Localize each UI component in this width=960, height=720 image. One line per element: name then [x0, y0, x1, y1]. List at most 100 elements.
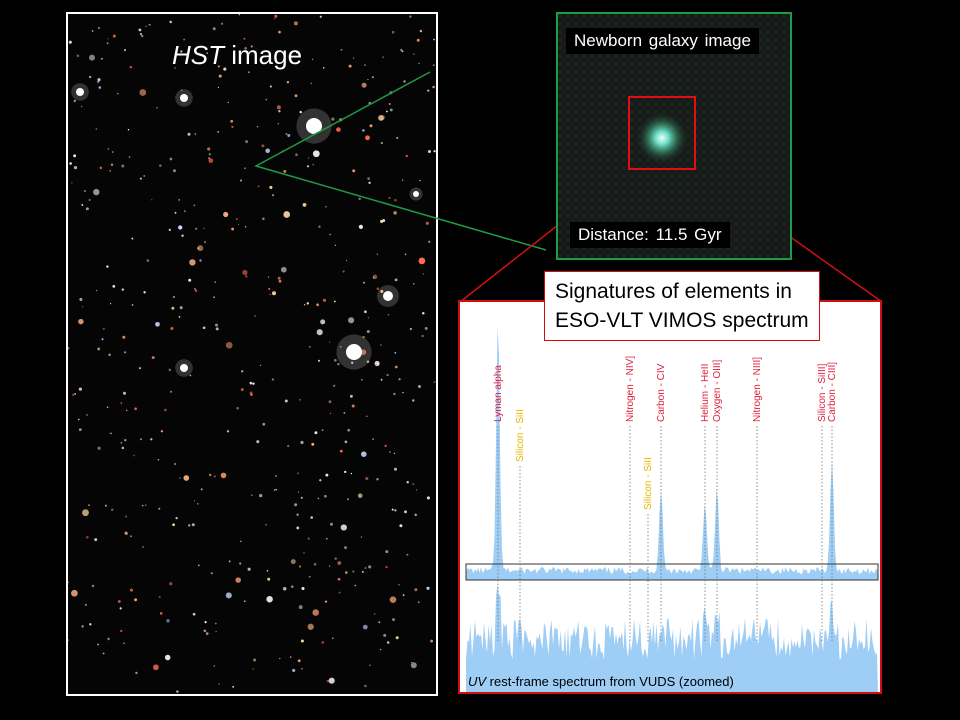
star: [406, 481, 409, 484]
star: [135, 671, 138, 675]
star: [362, 129, 365, 132]
star: [302, 203, 307, 207]
bright-star: [76, 88, 84, 96]
star: [237, 223, 240, 226]
star: [89, 623, 92, 626]
star: [364, 64, 366, 66]
star: [380, 219, 384, 223]
star: [372, 438, 374, 441]
star: [88, 198, 91, 202]
star: [256, 440, 260, 444]
emission-line-label: Silicon - SiII: [643, 457, 654, 510]
star: [391, 618, 396, 622]
star: [354, 584, 357, 587]
star: [418, 62, 420, 65]
star: [107, 38, 109, 40]
star: [300, 440, 304, 445]
star: [189, 374, 192, 377]
star: [301, 668, 303, 670]
star: [188, 524, 191, 527]
star: [203, 629, 207, 633]
star: [410, 662, 417, 669]
star: [307, 623, 314, 630]
star: [350, 472, 353, 475]
star: [361, 570, 364, 573]
star: [208, 153, 211, 156]
star: [83, 189, 86, 193]
star: [379, 648, 382, 651]
star: [369, 124, 373, 128]
star: [319, 15, 322, 18]
spectrum-title-line1: Signatures of elements in: [555, 280, 792, 303]
star: [328, 341, 331, 343]
star: [383, 633, 387, 637]
star: [101, 57, 103, 60]
star: [349, 394, 353, 398]
star: [395, 636, 399, 640]
star: [109, 170, 112, 172]
star: [207, 147, 211, 151]
star: [325, 473, 329, 477]
star: [127, 128, 130, 131]
star: [241, 370, 244, 373]
star: [380, 289, 384, 293]
star: [352, 570, 355, 573]
star: [275, 488, 278, 491]
star: [292, 668, 296, 672]
star: [106, 42, 109, 45]
star: [333, 384, 336, 387]
star: [418, 385, 421, 388]
hst-image-title: HST image: [172, 40, 303, 70]
star: [314, 431, 318, 435]
star: [351, 361, 354, 364]
star: [412, 282, 415, 285]
star: [173, 169, 176, 173]
star: [362, 624, 368, 630]
star: [145, 25, 147, 28]
star: [414, 513, 417, 517]
star: [68, 581, 70, 583]
star: [128, 156, 131, 158]
star: [396, 136, 399, 140]
star: [286, 80, 290, 84]
star: [239, 179, 243, 182]
star: [312, 609, 319, 616]
emission-line-label: Oxygen - OIII]: [712, 360, 723, 422]
star: [97, 643, 99, 646]
star: [133, 454, 136, 457]
star: [97, 78, 101, 82]
star: [68, 346, 70, 350]
star: [373, 613, 376, 615]
star: [193, 204, 196, 207]
star: [380, 141, 383, 145]
star: [197, 503, 199, 505]
star: [316, 329, 323, 336]
star: [376, 287, 380, 291]
star: [220, 472, 227, 479]
star: [231, 227, 235, 231]
star: [296, 526, 300, 530]
spectrum-plot: Lyman alpha Silicon - SiII Nitrogen - NIV]…: [465, 327, 879, 692]
star: [188, 278, 192, 282]
star: [68, 40, 72, 44]
star: [146, 259, 150, 262]
bright-star: [180, 94, 188, 102]
star: [366, 360, 370, 363]
star: [290, 559, 296, 565]
star: [151, 199, 153, 201]
star: [388, 103, 391, 105]
star: [297, 659, 301, 663]
star: [322, 66, 325, 69]
star: [430, 639, 434, 643]
star: [331, 117, 335, 121]
star: [138, 367, 141, 370]
star: [148, 23, 151, 26]
star: [326, 679, 330, 683]
star: [138, 28, 142, 32]
star: [278, 30, 281, 34]
bright-star: [306, 118, 322, 134]
star: [265, 523, 268, 526]
star: [173, 462, 177, 466]
star: [217, 131, 220, 133]
star: [414, 588, 418, 592]
